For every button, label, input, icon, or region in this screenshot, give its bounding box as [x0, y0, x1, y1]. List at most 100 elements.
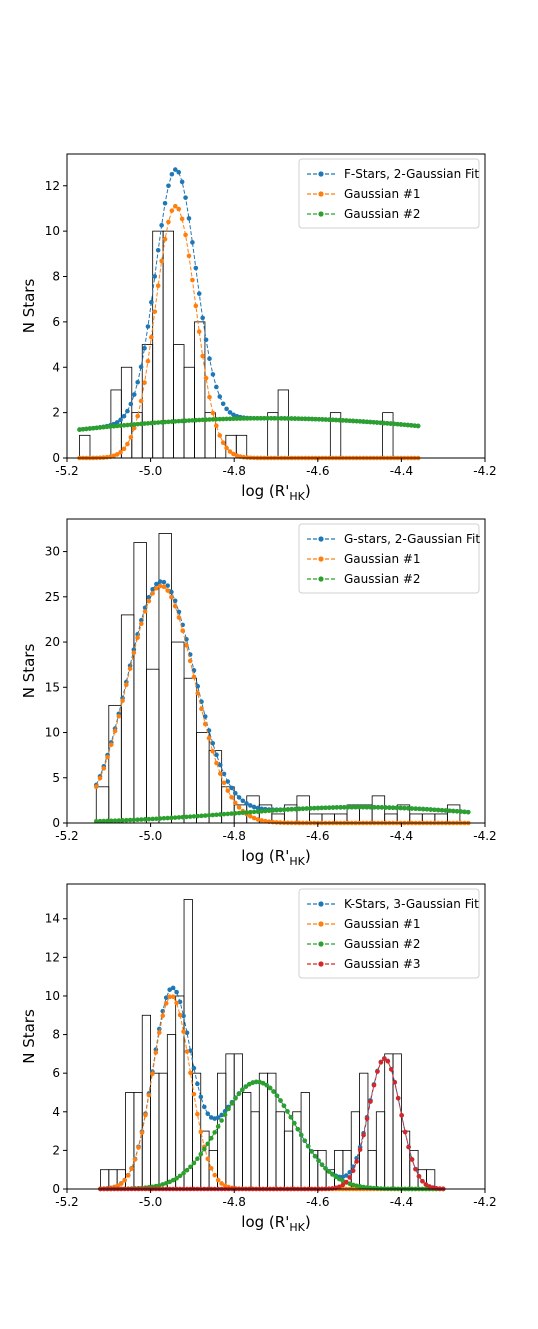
series-point: [181, 1170, 186, 1176]
y-tick-label: 12: [45, 179, 60, 193]
series-point: [200, 315, 205, 321]
series-point: [394, 805, 400, 811]
series-point: [225, 788, 231, 793]
series-point: [282, 416, 288, 421]
series-point: [150, 816, 155, 822]
legend-box: [298, 158, 480, 229]
series-point: [412, 423, 418, 428]
series-point: [97, 818, 103, 824]
series-point: [296, 416, 301, 421]
series-point: [222, 1112, 228, 1117]
series-point: [132, 1157, 138, 1162]
series-point: [183, 232, 188, 238]
series-point: [281, 1103, 287, 1109]
series-point: [423, 1182, 429, 1187]
series-point: [368, 804, 373, 810]
histogram-bar: [258, 1072, 269, 1190]
legend-entry: Gaussian #1: [307, 917, 421, 931]
series-point: [323, 1166, 328, 1171]
series-point: [200, 353, 205, 359]
series-point: [97, 775, 103, 781]
series-point: [127, 817, 133, 823]
histogram-bar: [133, 542, 147, 824]
x-axis-label-main: log (R': [241, 847, 289, 865]
series-point: [184, 643, 189, 648]
histogram-bar: [171, 641, 185, 824]
y-tick-label: 30: [45, 545, 60, 559]
legend-entry: Gaussian #2: [307, 207, 421, 221]
series-point: [174, 989, 179, 995]
series-point: [311, 805, 317, 811]
series-point: [225, 811, 231, 817]
series-point: [338, 805, 343, 810]
y-tick-label: 0: [52, 816, 60, 830]
series-point: [193, 417, 199, 423]
series-point: [231, 451, 236, 457]
series-point: [121, 413, 127, 419]
series-point: [206, 728, 212, 733]
series-point: [207, 356, 212, 362]
legend-label: Gaussian #1: [344, 552, 421, 566]
histogram-bar: [95, 786, 110, 824]
series-point: [409, 806, 415, 811]
series-point: [128, 422, 134, 428]
series-point: [340, 1178, 346, 1184]
series-point: [131, 650, 137, 656]
histogram-bar: [79, 434, 91, 459]
series-point: [210, 410, 216, 416]
histogram-bar: [367, 1149, 377, 1190]
series-point: [138, 398, 144, 404]
series-point: [202, 1104, 207, 1110]
histogram-bar: [446, 804, 461, 824]
series-point: [278, 1098, 283, 1103]
series-point: [221, 771, 227, 777]
series-point: [152, 274, 158, 279]
series-point: [292, 416, 298, 421]
series-point: [405, 806, 411, 811]
histogram-bar: [277, 389, 289, 459]
series-point: [357, 804, 362, 810]
series-point: [295, 1126, 301, 1132]
series-point: [333, 1174, 339, 1180]
series-point: [258, 416, 264, 421]
series-point: [390, 805, 396, 811]
series-point: [304, 806, 310, 811]
series-point: [206, 735, 212, 741]
series-point: [152, 420, 158, 426]
series-point: [172, 603, 178, 609]
legend-label: K-Stars, 3-Gaussian Fit: [344, 897, 479, 911]
series-point: [236, 810, 242, 816]
series-point: [155, 420, 161, 425]
series-point: [231, 416, 236, 422]
series-point: [127, 666, 133, 671]
series-point: [439, 807, 445, 813]
series-point: [274, 1093, 280, 1099]
series-point: [361, 419, 366, 424]
series-point: [203, 337, 209, 343]
series-point: [248, 813, 253, 819]
series-point: [330, 1172, 335, 1177]
series-point: [234, 416, 240, 421]
series-point: [288, 1114, 294, 1120]
series-point: [215, 1177, 221, 1183]
series-point: [199, 813, 204, 819]
series-point: [227, 449, 233, 454]
series-point: [250, 1080, 256, 1085]
series-point: [264, 1082, 269, 1088]
series-point: [270, 808, 276, 813]
series-point: [101, 818, 107, 824]
series-point: [224, 416, 229, 422]
series-point: [214, 423, 219, 428]
series-point: [116, 818, 122, 823]
series-point: [281, 807, 287, 813]
series-point: [157, 579, 163, 584]
series-point: [388, 421, 394, 426]
series-point: [162, 200, 168, 206]
histogram-bar: [382, 412, 394, 459]
series-point: [219, 1181, 224, 1186]
series-point: [165, 588, 170, 593]
series-point: [340, 418, 346, 423]
series-point: [458, 809, 464, 814]
series-point: [251, 804, 257, 810]
series-point: [345, 804, 351, 810]
